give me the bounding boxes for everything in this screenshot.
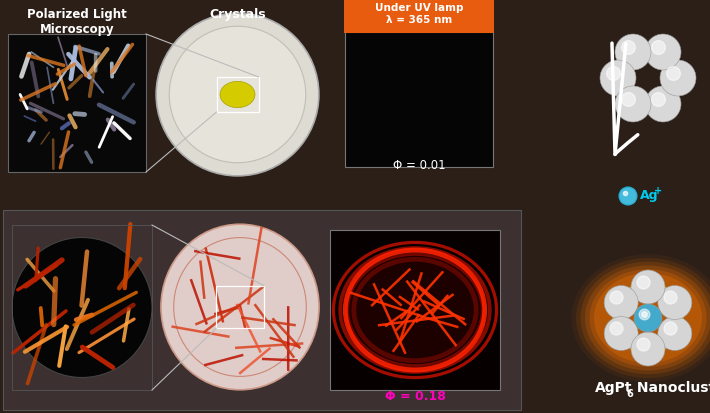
Text: Ag: Ag bbox=[640, 188, 658, 202]
Circle shape bbox=[12, 237, 152, 377]
Ellipse shape bbox=[161, 224, 319, 390]
Circle shape bbox=[669, 57, 679, 69]
Ellipse shape bbox=[585, 266, 710, 370]
Circle shape bbox=[604, 285, 638, 320]
Ellipse shape bbox=[169, 26, 306, 163]
Bar bbox=[8, 34, 146, 172]
Text: 6: 6 bbox=[626, 389, 633, 399]
Ellipse shape bbox=[589, 269, 706, 367]
Bar bbox=[3, 210, 521, 410]
Ellipse shape bbox=[576, 258, 710, 378]
Circle shape bbox=[658, 285, 692, 320]
Circle shape bbox=[669, 88, 679, 98]
Ellipse shape bbox=[572, 254, 710, 382]
Circle shape bbox=[660, 60, 696, 96]
Bar bbox=[217, 77, 258, 112]
Text: Polarized Light
Microscopy: Polarized Light Microscopy bbox=[27, 8, 127, 36]
Bar bbox=[217, 286, 264, 328]
Circle shape bbox=[619, 187, 637, 205]
Circle shape bbox=[643, 43, 653, 54]
Circle shape bbox=[616, 57, 628, 69]
Circle shape bbox=[612, 313, 622, 323]
Text: Crystals: Crystals bbox=[209, 8, 266, 21]
Circle shape bbox=[645, 86, 681, 122]
Circle shape bbox=[631, 332, 665, 366]
Circle shape bbox=[628, 286, 638, 296]
Circle shape bbox=[658, 340, 669, 350]
Circle shape bbox=[616, 88, 628, 98]
Circle shape bbox=[634, 304, 662, 332]
Text: Φ = 0.18: Φ = 0.18 bbox=[385, 390, 445, 403]
Circle shape bbox=[658, 316, 692, 351]
Text: Under UV lamp
λ = 365 nm: Under UV lamp λ = 365 nm bbox=[375, 3, 463, 25]
Circle shape bbox=[645, 34, 681, 70]
Ellipse shape bbox=[220, 81, 255, 108]
Bar bbox=[330, 230, 500, 390]
Text: Φ = 0.01: Φ = 0.01 bbox=[393, 159, 445, 172]
Ellipse shape bbox=[594, 273, 702, 363]
Circle shape bbox=[631, 270, 665, 304]
Bar bbox=[12, 225, 152, 390]
Text: Nanocluster: Nanocluster bbox=[632, 381, 710, 395]
Ellipse shape bbox=[156, 13, 319, 176]
Bar bbox=[345, 32, 493, 167]
Text: AgPt: AgPt bbox=[595, 381, 633, 395]
Ellipse shape bbox=[581, 262, 710, 374]
Circle shape bbox=[628, 340, 638, 350]
Circle shape bbox=[615, 34, 651, 70]
Ellipse shape bbox=[349, 254, 481, 366]
Circle shape bbox=[615, 86, 651, 122]
Circle shape bbox=[643, 102, 653, 114]
Circle shape bbox=[674, 313, 684, 323]
FancyBboxPatch shape bbox=[344, 0, 494, 33]
Text: +: + bbox=[654, 186, 662, 196]
Circle shape bbox=[604, 316, 638, 351]
Circle shape bbox=[658, 286, 669, 296]
Circle shape bbox=[600, 60, 636, 96]
